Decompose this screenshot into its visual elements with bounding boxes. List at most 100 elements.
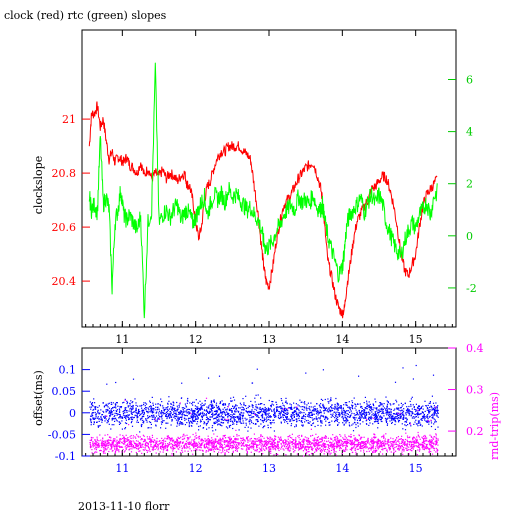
scatter-point-rnd-trip <box>416 441 418 443</box>
scatter-point-rnd-trip <box>337 442 339 444</box>
scatter-point-rnd-trip <box>351 443 353 445</box>
scatter-point-rnd-trip <box>335 438 337 440</box>
scatter-point-offset <box>413 406 415 408</box>
scatter-point-offset <box>243 412 245 414</box>
scatter-point-rnd-trip <box>336 447 338 449</box>
scatter-point-rnd-trip <box>365 447 367 449</box>
scatter-point-rnd-trip <box>114 448 116 450</box>
scatter-point-offset <box>212 407 214 409</box>
scatter-point-rnd-trip <box>149 436 151 438</box>
scatter-point-rnd-trip <box>211 448 213 450</box>
scatter-point-offset <box>346 413 348 415</box>
scatter-point-rnd-trip <box>230 445 232 447</box>
scatter-point-rnd-trip <box>289 434 291 437</box>
scatter-point-rnd-trip <box>130 442 132 444</box>
scatter-point-rnd-trip <box>363 443 365 446</box>
scatter-point-rnd-trip <box>280 442 282 445</box>
scatter-point-offset <box>136 421 138 423</box>
scatter-point-rnd-trip <box>332 434 334 436</box>
scatter-point-offset <box>194 413 196 415</box>
scatter-point-offset <box>143 404 145 406</box>
scatter-point-rnd-trip <box>336 443 338 445</box>
scatter-point-rnd-trip <box>189 442 191 444</box>
scatter-point-rnd-trip <box>435 441 437 443</box>
scatter-point-offset <box>345 417 347 419</box>
scatter-point-rnd-trip <box>339 434 341 436</box>
scatter-point-offset <box>335 397 337 400</box>
scatter-point-offset <box>95 416 97 418</box>
scatter-point-rnd-trip <box>356 445 358 448</box>
scatter-point-rnd-trip <box>215 445 217 448</box>
scatter-point-rnd-trip <box>404 438 407 441</box>
scatter-point-rnd-trip <box>298 444 300 446</box>
scatter-point-rnd-trip <box>382 453 384 455</box>
scatter-point-rnd-trip <box>209 442 211 444</box>
scatter-point-offset <box>364 396 366 398</box>
scatter-point-offset <box>98 420 100 422</box>
scatter-point-rnd-trip <box>227 448 229 451</box>
scatter-point-rnd-trip <box>231 441 233 443</box>
scatter-point-rnd-trip <box>332 448 334 450</box>
scatter-point-rnd-trip <box>226 450 228 452</box>
scatter-point-rnd-trip <box>428 451 430 453</box>
scatter-point-offset <box>245 407 248 410</box>
scatter-point-offset <box>239 402 241 404</box>
scatter-point-rnd-trip <box>144 440 146 442</box>
scatter-point-rnd-trip <box>335 435 337 437</box>
scatter-point-offset <box>428 409 430 411</box>
scatter-point-offset <box>148 406 151 408</box>
scatter-point-offset <box>137 412 139 414</box>
scatter-point-offset <box>394 419 396 422</box>
scatter-point-rnd-trip <box>303 440 305 442</box>
scatter-point-offset <box>242 420 244 422</box>
scatter-point-offset <box>130 413 132 415</box>
scatter-point-rnd-trip <box>221 445 223 447</box>
scatter-point-rnd-trip <box>247 441 249 443</box>
scatter-point-rnd-trip <box>302 441 304 443</box>
scatter-point-offset <box>387 401 389 403</box>
scatter-point-rnd-trip <box>403 447 405 449</box>
scatter-point-rnd-trip <box>399 445 401 448</box>
scatter-point-rnd-trip <box>124 446 126 448</box>
scatter-point-offset <box>271 403 273 405</box>
scatter-point-rnd-trip <box>361 436 363 438</box>
scatter-point-offset <box>122 412 125 414</box>
scatter-point-offset <box>176 416 178 418</box>
scatter-point-offset <box>124 398 126 400</box>
scatter-point-offset <box>118 421 120 423</box>
scatter-point-rnd-trip <box>298 449 300 451</box>
scatter-point-rnd-trip <box>91 449 93 451</box>
scatter-point-rnd-trip <box>183 446 185 448</box>
scatter-point-rnd-trip <box>174 443 176 445</box>
scatter-point-rnd-trip <box>261 449 263 451</box>
scatter-point-offset <box>167 422 169 424</box>
scatter-point-rnd-trip <box>101 443 103 445</box>
scatter-point-rnd-trip <box>151 439 153 441</box>
scatter-point-offset <box>208 405 210 407</box>
scatter-point-rnd-trip <box>345 437 348 439</box>
scatter-point-offset <box>209 410 211 412</box>
scatter-point-offset <box>177 407 179 409</box>
scatter-point-rnd-trip <box>132 437 134 439</box>
scatter-point-rnd-trip <box>424 440 426 442</box>
scatter-point-offset <box>434 406 436 409</box>
scatter-point-offset <box>133 411 135 413</box>
scatter-point-offset <box>126 400 128 402</box>
scatter-point-rnd-trip <box>282 441 284 443</box>
scatter-point-offset <box>398 414 400 416</box>
scatter-point-rnd-trip <box>247 444 249 447</box>
scatter-point-offset <box>165 415 167 417</box>
scatter-point-offset <box>223 403 225 405</box>
scatter-point-rnd-trip <box>123 451 125 453</box>
scatter-point-rnd-trip <box>431 439 433 441</box>
scatter-point-rnd-trip <box>304 447 306 449</box>
scatter-point-offset <box>370 418 372 420</box>
scatter-point-offset <box>412 378 414 380</box>
scatter-point-offset <box>261 411 263 413</box>
scatter-point-offset <box>343 414 345 416</box>
scatter-point-rnd-trip <box>252 447 255 449</box>
scatter-point-offset <box>415 423 417 425</box>
scatter-point-offset <box>212 414 214 417</box>
top-left-y-tick-label: 20.8 <box>52 167 77 180</box>
scatter-point-offset <box>421 416 424 418</box>
